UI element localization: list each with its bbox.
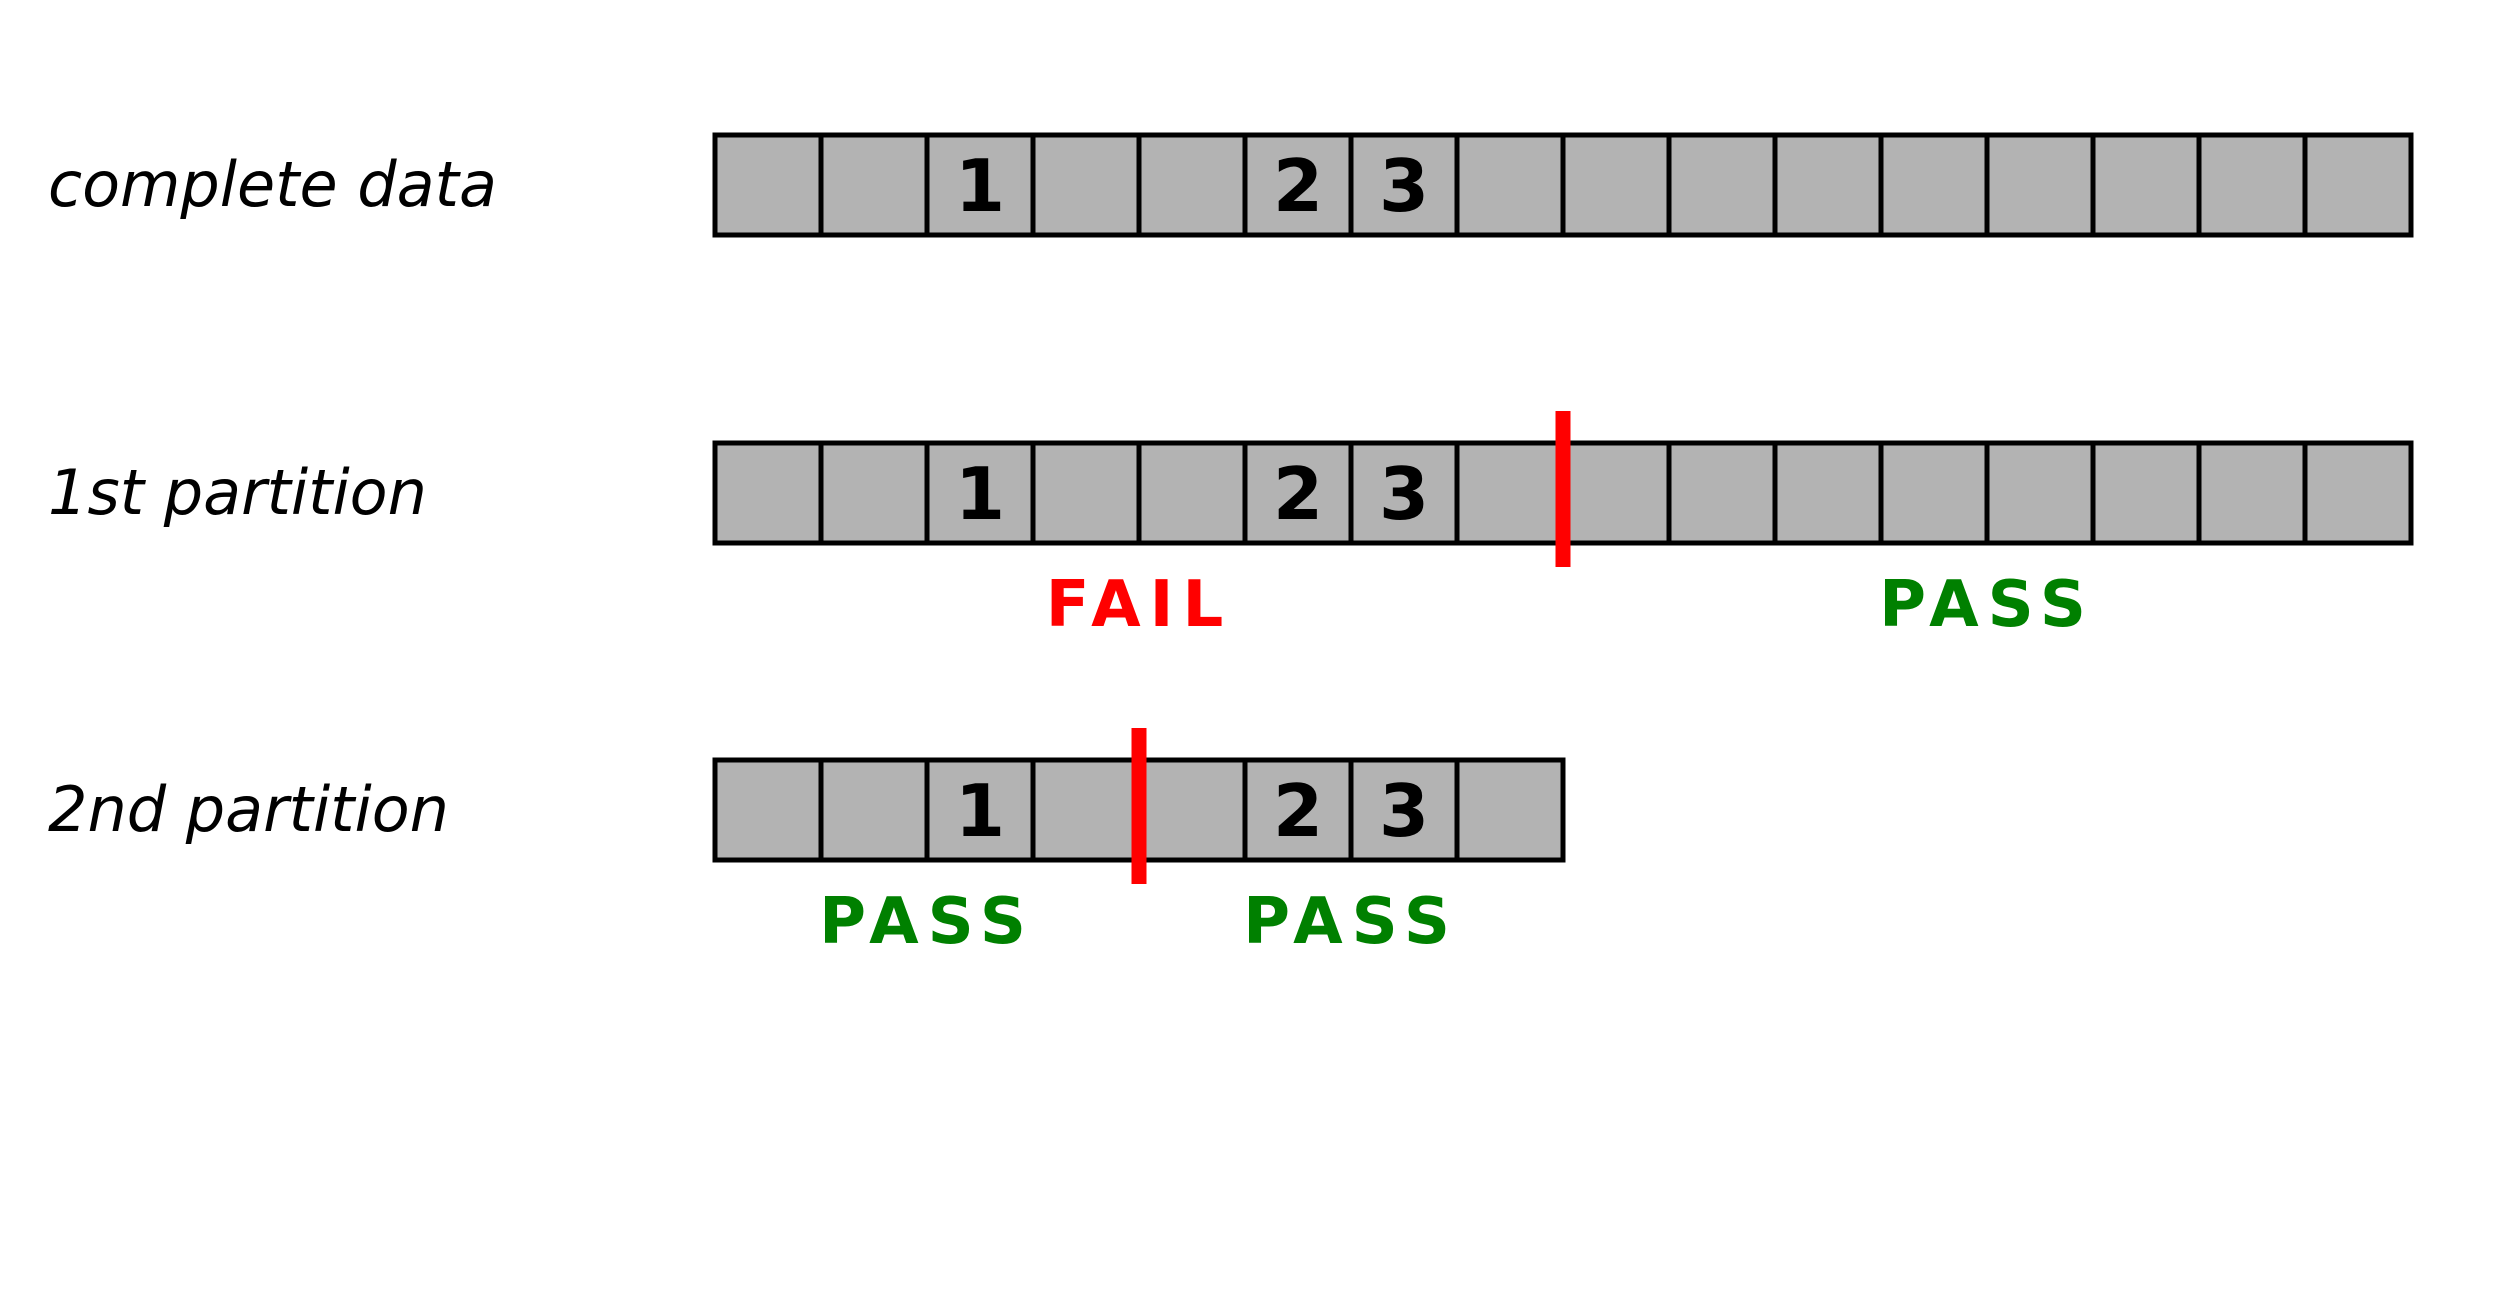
diagram-row-1: complete data 1 2 3	[48, 132, 2414, 238]
data-cell	[1348, 757, 1460, 863]
data-cell	[1242, 132, 1354, 238]
data-cell	[1030, 757, 1142, 863]
data-cell	[818, 757, 930, 863]
cell-number: 2	[1273, 452, 1323, 536]
row-label: 1st partition	[48, 456, 427, 529]
data-cell	[818, 440, 930, 546]
verdict-pass: PASS	[819, 885, 1035, 959]
data-cell	[2196, 440, 2308, 546]
data-cell	[1454, 757, 1566, 863]
data-cell	[924, 132, 1036, 238]
data-cell	[2090, 132, 2202, 238]
data-cell	[1878, 440, 1990, 546]
cell-number: 2	[1273, 144, 1323, 228]
cell-number: 1	[955, 452, 1005, 536]
verdict-pass: PASS	[1879, 568, 2095, 642]
data-cell	[1136, 440, 1248, 546]
data-cell	[2090, 440, 2202, 546]
data-cell	[1560, 440, 1672, 546]
data-cell	[1030, 440, 1142, 546]
data-cell	[1984, 132, 2096, 238]
verdict-pass: PASS	[1243, 885, 1459, 959]
cell-number: 3	[1379, 769, 1429, 853]
cell-number: 1	[955, 769, 1005, 853]
data-cell	[1454, 132, 1566, 238]
data-cell	[1348, 132, 1460, 238]
data-cell	[1030, 132, 1142, 238]
data-cell	[1242, 440, 1354, 546]
data-cell	[1984, 440, 2096, 546]
data-cell	[1136, 757, 1248, 863]
verdict-fail: FAIL	[1046, 568, 1233, 642]
data-cell	[1136, 132, 1248, 238]
row-label: complete data	[48, 148, 497, 221]
data-cell	[2302, 440, 2414, 546]
data-cell	[2196, 132, 2308, 238]
diagram-row-2: 1st partition 1 2 3 FAIL PASS	[48, 411, 2414, 642]
data-cell	[712, 132, 824, 238]
data-cell	[712, 440, 824, 546]
data-cell	[1560, 132, 1672, 238]
cell-number: 3	[1379, 144, 1429, 228]
data-cell	[818, 132, 930, 238]
data-cell	[1878, 132, 1990, 238]
data-cell	[2302, 132, 2414, 238]
cell-number: 3	[1379, 452, 1429, 536]
cell-number: 2	[1273, 769, 1323, 853]
data-cell	[1454, 440, 1566, 546]
data-cell	[1772, 440, 1884, 546]
data-cell	[712, 757, 824, 863]
data-cell	[1666, 132, 1778, 238]
data-cell	[1666, 440, 1778, 546]
diagram-row-3: 2nd partition 1 2 3 PASS PASS	[48, 728, 1566, 959]
cell-number: 1	[955, 144, 1005, 228]
data-cell	[1772, 132, 1884, 238]
row-label: 2nd partition	[48, 773, 449, 846]
